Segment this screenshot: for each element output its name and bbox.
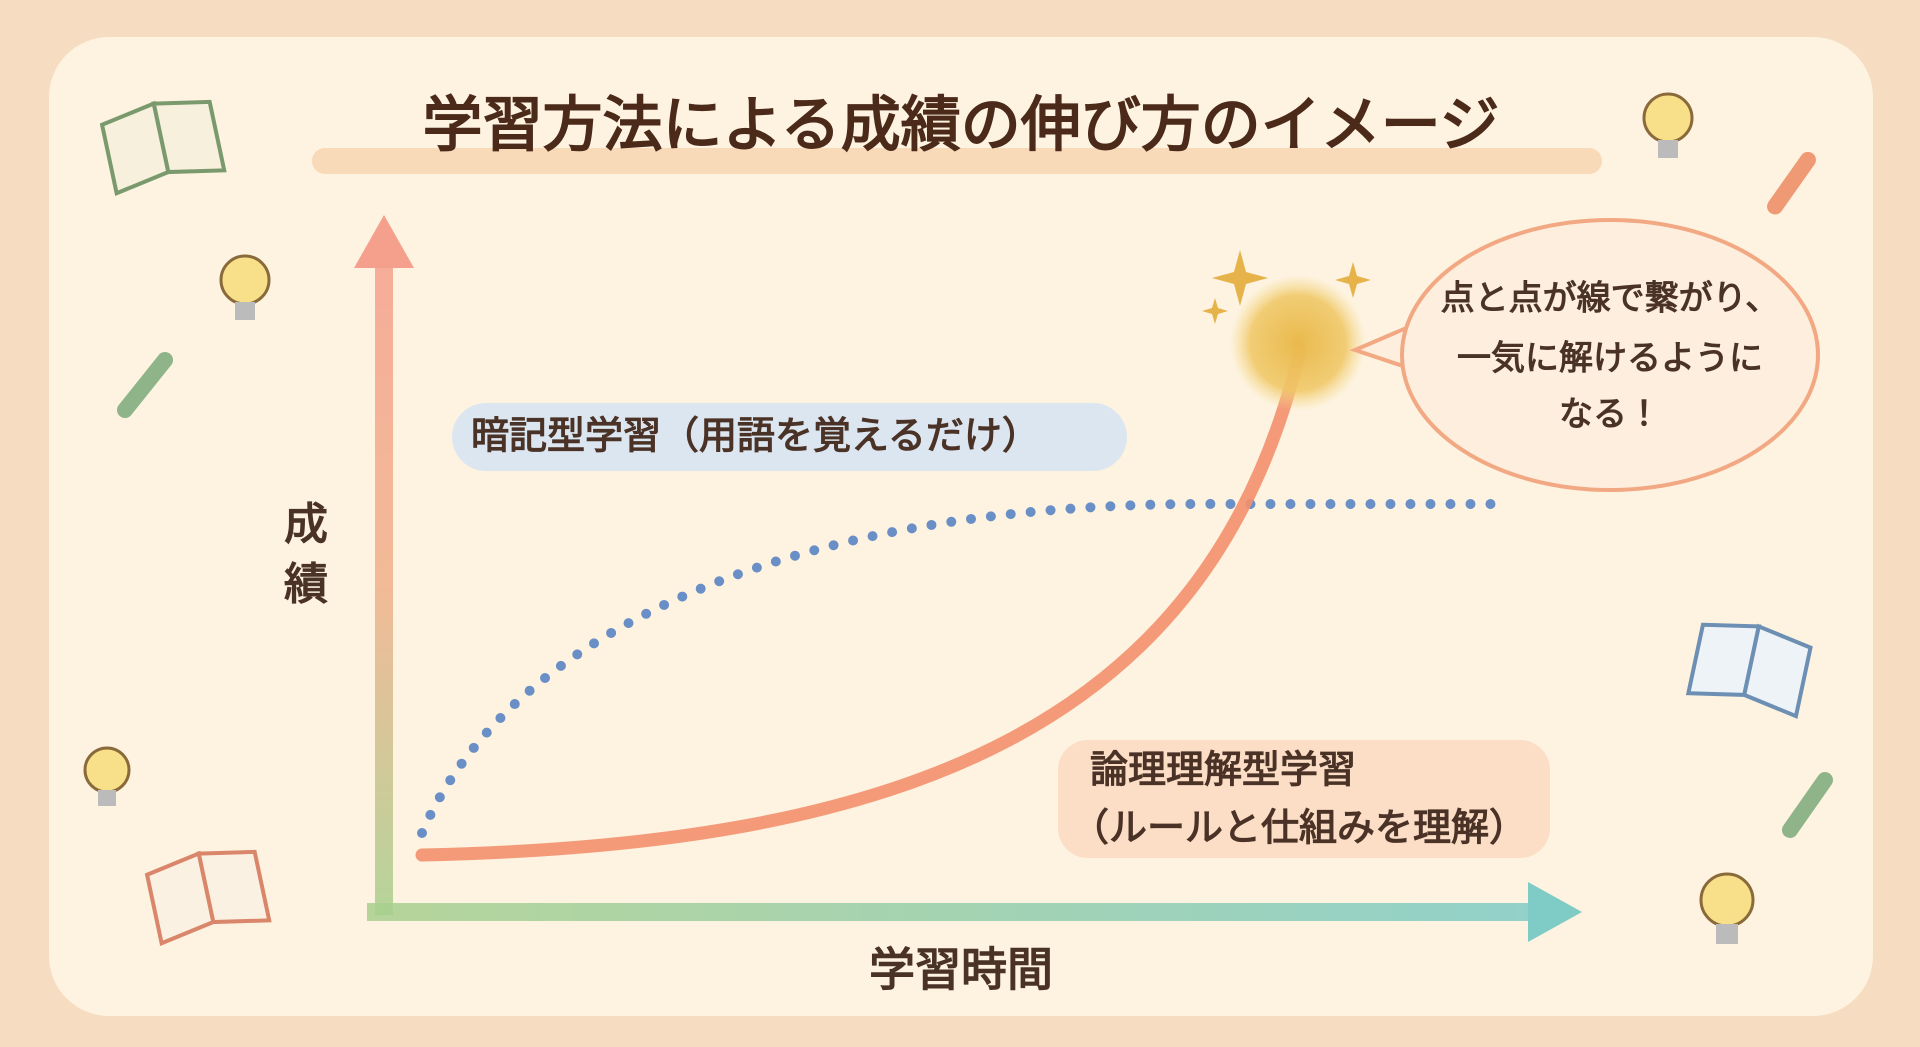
callout-text: 一気に解けるように — [1457, 339, 1763, 379]
logic-curve — [415, 343, 1307, 862]
glow — [1230, 275, 1366, 411]
title: 学習方法による成績の伸び方のイメージ — [423, 91, 1500, 161]
pencil-icon — [117, 352, 173, 418]
bulb-icon — [219, 254, 271, 320]
y-arrow — [354, 215, 414, 268]
curve-label: （ルールと仕組みを理解） — [1071, 806, 1527, 850]
book-icon — [1685, 622, 1813, 719]
sparkle — [1202, 298, 1228, 324]
y-axis — [375, 255, 393, 915]
callout-text: 点と点が線で繋がり、 — [1441, 279, 1780, 319]
bulb-icon — [1642, 92, 1694, 158]
pencil-icon — [1782, 772, 1833, 838]
x-label: 学習時間 — [869, 943, 1053, 997]
bulb-icon — [83, 746, 131, 806]
book-icon — [144, 849, 272, 947]
x-axis — [367, 903, 1547, 921]
curve-label: 論理理解型学習 — [1090, 748, 1356, 792]
x-arrow — [1528, 882, 1582, 942]
callout-join — [1416, 324, 1436, 373]
label-box — [1058, 740, 1550, 858]
curve-label: 暗記型学習（用語を覚えるだけ） — [471, 414, 1040, 458]
pencil-icon — [1767, 151, 1816, 215]
memorization-curve — [417, 498, 1515, 838]
book-icon — [99, 99, 227, 197]
callout — [1400, 218, 1820, 492]
sparkle — [1212, 250, 1268, 306]
title-highlight — [312, 148, 1602, 174]
bulb-icon — [1699, 872, 1755, 944]
y-label: 成績 — [284, 499, 328, 610]
sparkle — [1335, 262, 1371, 298]
callout-text: なる！ — [1559, 395, 1661, 435]
label-pill — [452, 403, 1127, 471]
